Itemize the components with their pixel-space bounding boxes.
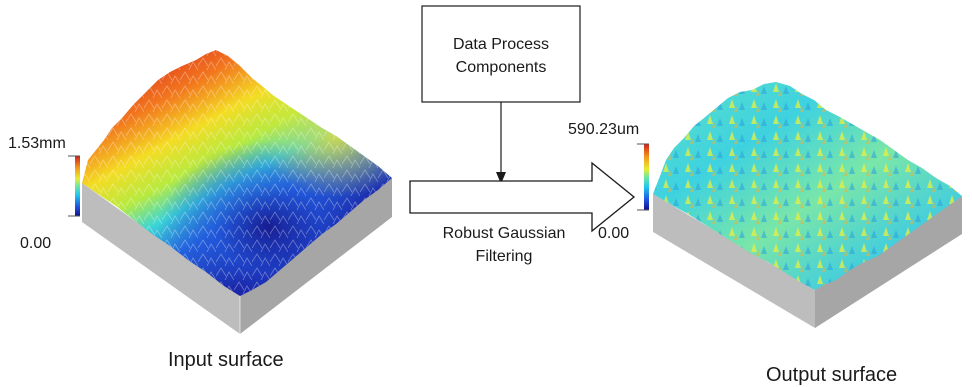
- process-box-line1: Data Process: [453, 36, 549, 53]
- input-surface-block: [82, 50, 392, 334]
- output-block-right-face: [815, 196, 962, 328]
- input-surface-caption: Input surface: [168, 349, 284, 371]
- output-color-scale: [637, 143, 649, 211]
- process-box-line2: Components: [456, 59, 547, 76]
- arrow-label-line2: Filtering: [476, 248, 533, 265]
- input-block-left-face: [82, 183, 240, 334]
- output-block-left-face: [653, 194, 815, 328]
- filtering-arrow: [409, 161, 636, 233]
- output-scale-min: 0.00: [598, 225, 629, 242]
- output-colorbar: [644, 144, 649, 210]
- arrow-label-line1: Robust Gaussian: [443, 225, 566, 242]
- connector-arrowhead: [496, 172, 506, 184]
- output-surface-caption: Output surface: [766, 364, 897, 386]
- data-process-box: [421, 5, 581, 103]
- output-surface-block: [653, 82, 962, 328]
- input-colorbar: [75, 156, 80, 216]
- input-block-right-face: [240, 178, 392, 334]
- output-scale-max: 590.23um: [568, 121, 639, 138]
- input-scale-min: 0.00: [20, 235, 51, 252]
- input-scale-max: 1.53mm: [8, 135, 66, 152]
- input-color-scale: [68, 155, 80, 217]
